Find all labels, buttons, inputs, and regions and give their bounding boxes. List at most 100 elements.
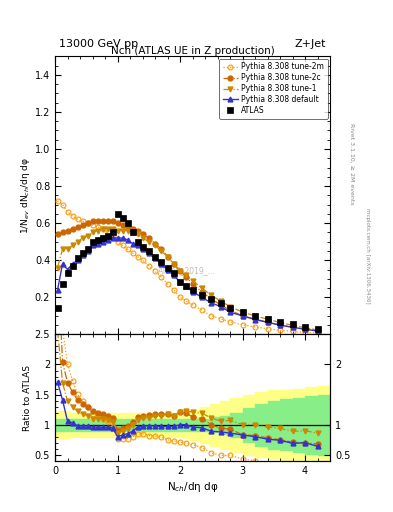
Pythia 8.308 tune-2c	[65, 227, 70, 233]
ATLAS	[240, 309, 245, 315]
Pythia 8.308 tune-2c	[265, 319, 270, 325]
ATLAS	[140, 244, 145, 250]
Pythia 8.308 tune-1	[240, 309, 245, 315]
Pythia 8.308 tune-2m	[209, 313, 214, 319]
Pythia 8.308 tune-2m	[147, 263, 151, 269]
Pythia 8.308 tune-2c	[105, 218, 110, 224]
Pythia 8.308 tune-2m	[178, 294, 182, 301]
Pythia 8.308 tune-2c	[253, 316, 257, 322]
Pythia 8.308 default	[278, 322, 283, 328]
Pythia 8.308 tune-2c	[135, 227, 140, 233]
Pythia 8.308 default	[290, 324, 295, 330]
ATLAS	[184, 283, 189, 289]
ATLAS	[147, 248, 151, 254]
Pythia 8.308 tune-2m	[100, 226, 105, 232]
Pythia 8.308 tune-1	[219, 298, 223, 304]
Pythia 8.308 default	[190, 289, 195, 295]
Pythia 8.308 tune-2c	[171, 261, 176, 267]
Pythia 8.308 tune-2m	[105, 229, 110, 236]
Pythia 8.308 tune-2c	[75, 224, 80, 230]
Pythia 8.308 tune-1	[253, 313, 257, 319]
ATLAS	[278, 319, 283, 325]
ATLAS	[110, 229, 115, 236]
Pythia 8.308 tune-2m	[55, 198, 60, 204]
Pythia 8.308 default	[200, 294, 204, 301]
Pythia 8.308 tune-1	[265, 316, 270, 322]
Text: Rivet 3.1.10, ≥ 2M events: Rivet 3.1.10, ≥ 2M events	[349, 123, 354, 205]
Pythia 8.308 tune-1	[190, 278, 195, 284]
Pythia 8.308 tune-2m	[278, 327, 283, 333]
Pythia 8.308 tune-2m	[90, 222, 95, 228]
Pythia 8.308 tune-2m	[240, 322, 245, 328]
Pythia 8.308 tune-2c	[147, 235, 151, 241]
ATLAS	[171, 270, 176, 276]
Pythia 8.308 tune-2c	[184, 274, 189, 280]
ATLAS	[80, 250, 85, 256]
Pythia 8.308 default	[110, 235, 115, 241]
Pythia 8.308 default	[228, 309, 232, 315]
Pythia 8.308 tune-2c	[315, 328, 320, 334]
Pythia 8.308 tune-2m	[130, 250, 135, 256]
ATLAS	[178, 280, 182, 286]
Pythia 8.308 tune-1	[70, 242, 75, 248]
Pythia 8.308 tune-1	[85, 233, 90, 239]
Pythia 8.308 tune-2c	[140, 231, 145, 238]
ATLAS	[219, 300, 223, 306]
Pythia 8.308 tune-2c	[125, 224, 130, 230]
Pythia 8.308 default	[253, 316, 257, 323]
Pythia 8.308 default	[120, 235, 125, 241]
Pythia 8.308 tune-2c	[120, 222, 125, 228]
Pythia 8.308 default	[60, 261, 65, 267]
ATLAS	[253, 313, 257, 319]
ATLAS	[190, 287, 195, 293]
Pythia 8.308 default	[80, 251, 85, 258]
Pythia 8.308 tune-2c	[153, 241, 158, 247]
Line: Pythia 8.308 default: Pythia 8.308 default	[55, 236, 320, 333]
Pythia 8.308 tune-2m	[95, 224, 100, 230]
Pythia 8.308 default	[135, 242, 140, 248]
Pythia 8.308 default	[85, 248, 90, 254]
ATLAS	[153, 253, 158, 260]
ATLAS	[70, 263, 75, 269]
Pythia 8.308 tune-2c	[209, 296, 214, 302]
Pythia 8.308 tune-2m	[115, 239, 120, 245]
Pythia 8.308 default	[147, 250, 151, 256]
Pythia 8.308 tune-2m	[184, 298, 189, 304]
Pythia 8.308 tune-2c	[110, 218, 115, 224]
Pythia 8.308 tune-2c	[200, 289, 204, 295]
Pythia 8.308 tune-2m	[70, 212, 75, 219]
Pythia 8.308 tune-1	[95, 227, 100, 233]
Pythia 8.308 tune-2m	[228, 319, 232, 325]
ATLAS	[315, 326, 320, 332]
Pythia 8.308 default	[140, 246, 145, 252]
Pythia 8.308 tune-1	[147, 239, 151, 245]
Title: Nch (ATLAS UE in Z production): Nch (ATLAS UE in Z production)	[111, 46, 274, 55]
Pythia 8.308 tune-2m	[125, 246, 130, 252]
Pythia 8.308 tune-1	[159, 248, 163, 254]
Pythia 8.308 default	[303, 326, 307, 332]
Line: Pythia 8.308 tune-2m: Pythia 8.308 tune-2m	[55, 199, 320, 335]
Pythia 8.308 default	[90, 242, 95, 248]
Pythia 8.308 default	[125, 237, 130, 243]
X-axis label: N$_{ch}$/dη dφ: N$_{ch}$/dη dφ	[167, 480, 219, 494]
Pythia 8.308 default	[115, 235, 120, 241]
Pythia 8.308 tune-1	[209, 292, 214, 298]
Line: Pythia 8.308 tune-2c: Pythia 8.308 tune-2c	[55, 219, 320, 333]
Pythia 8.308 tune-2m	[75, 217, 80, 223]
ATLAS	[159, 259, 163, 265]
Pythia 8.308 tune-1	[110, 226, 115, 232]
Pythia 8.308 default	[55, 287, 60, 293]
Pythia 8.308 tune-1	[80, 235, 85, 241]
Pythia 8.308 tune-2m	[165, 281, 170, 287]
Pythia 8.308 tune-2m	[303, 329, 307, 335]
Pythia 8.308 tune-2c	[159, 246, 163, 252]
ATLAS	[95, 237, 100, 243]
Pythia 8.308 tune-2m	[159, 274, 163, 280]
Pythia 8.308 tune-1	[228, 304, 232, 310]
Pythia 8.308 default	[240, 313, 245, 319]
Pythia 8.308 tune-2m	[140, 257, 145, 263]
Pythia 8.308 tune-1	[130, 229, 135, 236]
Pythia 8.308 tune-1	[171, 261, 176, 267]
Text: 13000 GeV pp: 13000 GeV pp	[59, 38, 138, 49]
Pythia 8.308 tune-2c	[100, 218, 105, 224]
